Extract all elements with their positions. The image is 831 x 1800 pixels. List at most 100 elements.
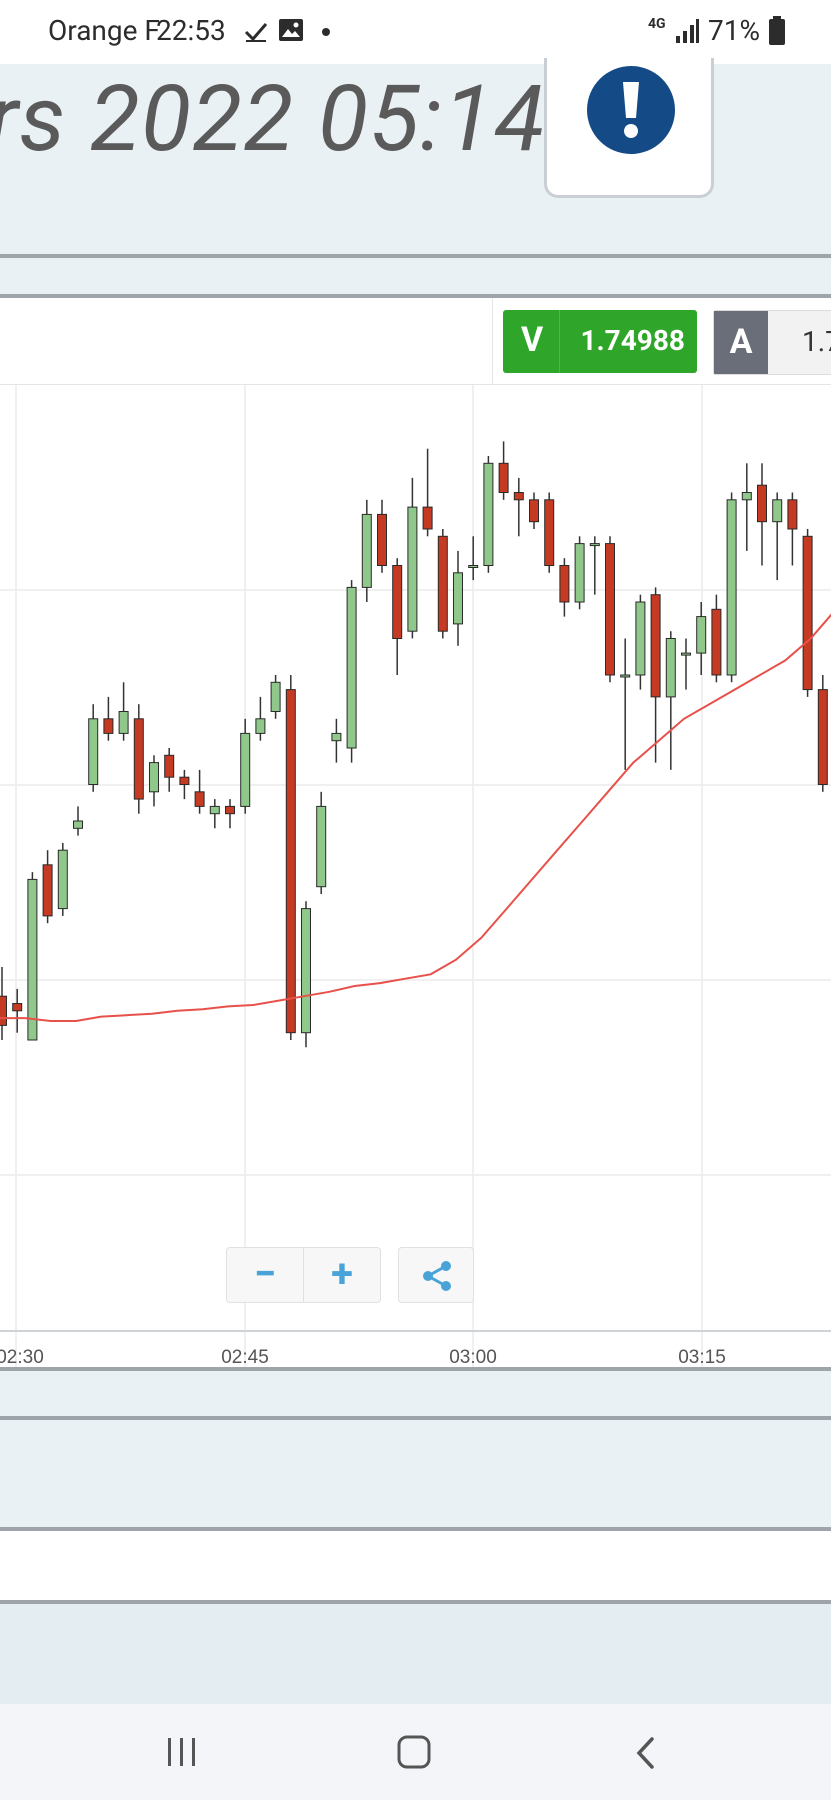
candle-body xyxy=(240,732,251,807)
candle-body xyxy=(361,513,372,588)
dot-icon xyxy=(322,28,330,36)
candle-body xyxy=(605,543,615,676)
navigation-bar xyxy=(0,1704,831,1800)
candle-body xyxy=(665,638,676,698)
candle-body xyxy=(194,791,205,807)
candle-body xyxy=(498,462,509,494)
candle-body xyxy=(88,718,99,785)
back-icon[interactable] xyxy=(632,1736,660,1774)
divider xyxy=(559,310,560,373)
candle-body xyxy=(817,689,828,786)
buy-price: 1.7 xyxy=(802,325,831,358)
sell-button[interactable]: V 1.74988 xyxy=(503,310,697,373)
candle-body xyxy=(179,776,190,786)
buy-button[interactable]: A 1.7 xyxy=(713,310,831,375)
network-label: 4G xyxy=(648,16,666,32)
candle-body xyxy=(225,805,235,815)
clock: 22:53 xyxy=(156,14,226,47)
candle-body xyxy=(437,535,448,632)
candle-body xyxy=(589,543,600,547)
candle-body xyxy=(118,711,129,734)
alert-button[interactable] xyxy=(544,58,714,198)
candle-body xyxy=(331,732,342,742)
battery-percent: 71% xyxy=(708,14,760,47)
signal-icon xyxy=(674,18,700,48)
panel-band xyxy=(0,1604,831,1704)
candle-body xyxy=(635,601,646,676)
candle-body xyxy=(133,718,144,800)
candle-body xyxy=(164,754,175,778)
candle-body xyxy=(529,499,539,523)
chart-bottom-border xyxy=(0,1367,831,1371)
candle-body xyxy=(270,681,281,712)
candle-body xyxy=(757,484,767,523)
recent-apps-icon[interactable] xyxy=(164,1736,200,1772)
candle-body xyxy=(650,594,661,698)
x-tick-label: 02:45 xyxy=(221,1347,269,1367)
sell-price: 1.74988 xyxy=(580,324,685,357)
candle-body xyxy=(346,586,357,749)
candle-body xyxy=(453,572,463,625)
candle-body xyxy=(255,718,266,734)
candle-body xyxy=(103,718,114,734)
carrier-label: Orange F xyxy=(48,14,160,47)
buy-letter: A xyxy=(714,311,768,374)
candle-body xyxy=(0,995,7,1026)
x-tick-label: 03:15 xyxy=(678,1347,726,1367)
x-tick-label: 03:00 xyxy=(449,1347,497,1367)
candle-body xyxy=(42,864,53,917)
candle-body xyxy=(772,499,783,523)
candle-body xyxy=(407,506,418,632)
candle-body xyxy=(681,652,691,656)
chart-canvas: 02:30 02:45 03:00 03:15 xyxy=(0,385,831,1367)
candle-body xyxy=(559,565,570,603)
candle-body xyxy=(726,499,737,676)
candle-body xyxy=(802,535,813,691)
sell-letter: V xyxy=(521,320,544,360)
candle-body xyxy=(377,513,387,566)
candle-body xyxy=(574,543,585,603)
divider xyxy=(0,254,831,258)
candle-body xyxy=(209,805,220,815)
price-bar: V 1.74988 A 1.7 xyxy=(0,298,831,385)
candle-body xyxy=(620,674,631,678)
candle-body xyxy=(12,1003,23,1012)
share-button[interactable] xyxy=(398,1247,474,1303)
candle-body xyxy=(711,608,722,676)
zoom-controls: − + xyxy=(226,1247,381,1303)
divider xyxy=(0,1600,831,1604)
page-title: rs 2022 05:14 xyxy=(0,66,546,173)
panel-band xyxy=(0,1420,831,1528)
candle-body xyxy=(696,616,707,654)
candle-body xyxy=(285,689,296,1034)
share-icon xyxy=(421,1260,453,1296)
candle-body xyxy=(741,492,752,501)
status-bar: Orange F 22:53 4G 71% xyxy=(0,0,831,64)
candle-body xyxy=(544,499,555,566)
zoom-out-button[interactable]: − xyxy=(227,1248,304,1302)
moving-average-line xyxy=(0,613,831,1022)
divider xyxy=(0,1527,831,1531)
panel-band xyxy=(0,1531,831,1601)
candle-body xyxy=(27,878,38,1041)
home-icon[interactable] xyxy=(396,1734,432,1774)
divider xyxy=(492,298,493,384)
divider xyxy=(0,1416,831,1420)
candle-body xyxy=(149,762,159,793)
candle-body xyxy=(392,565,403,639)
price-chart[interactable]: 02:30 02:45 03:00 03:15 − + xyxy=(0,385,831,1367)
zoom-in-button[interactable]: + xyxy=(331,1250,353,1297)
divider xyxy=(0,294,831,298)
candle-body xyxy=(483,462,494,566)
image-icon xyxy=(278,18,304,46)
candle-body xyxy=(301,908,311,1034)
x-tick-label: 02:30 xyxy=(0,1347,44,1367)
candle-body xyxy=(513,492,524,501)
candle-body xyxy=(787,499,798,530)
battery-icon xyxy=(768,16,786,50)
candle-body xyxy=(422,506,433,530)
candle-body xyxy=(57,849,68,910)
check-icon xyxy=(244,20,268,46)
candle-body xyxy=(468,565,479,568)
candle-body xyxy=(73,820,83,829)
